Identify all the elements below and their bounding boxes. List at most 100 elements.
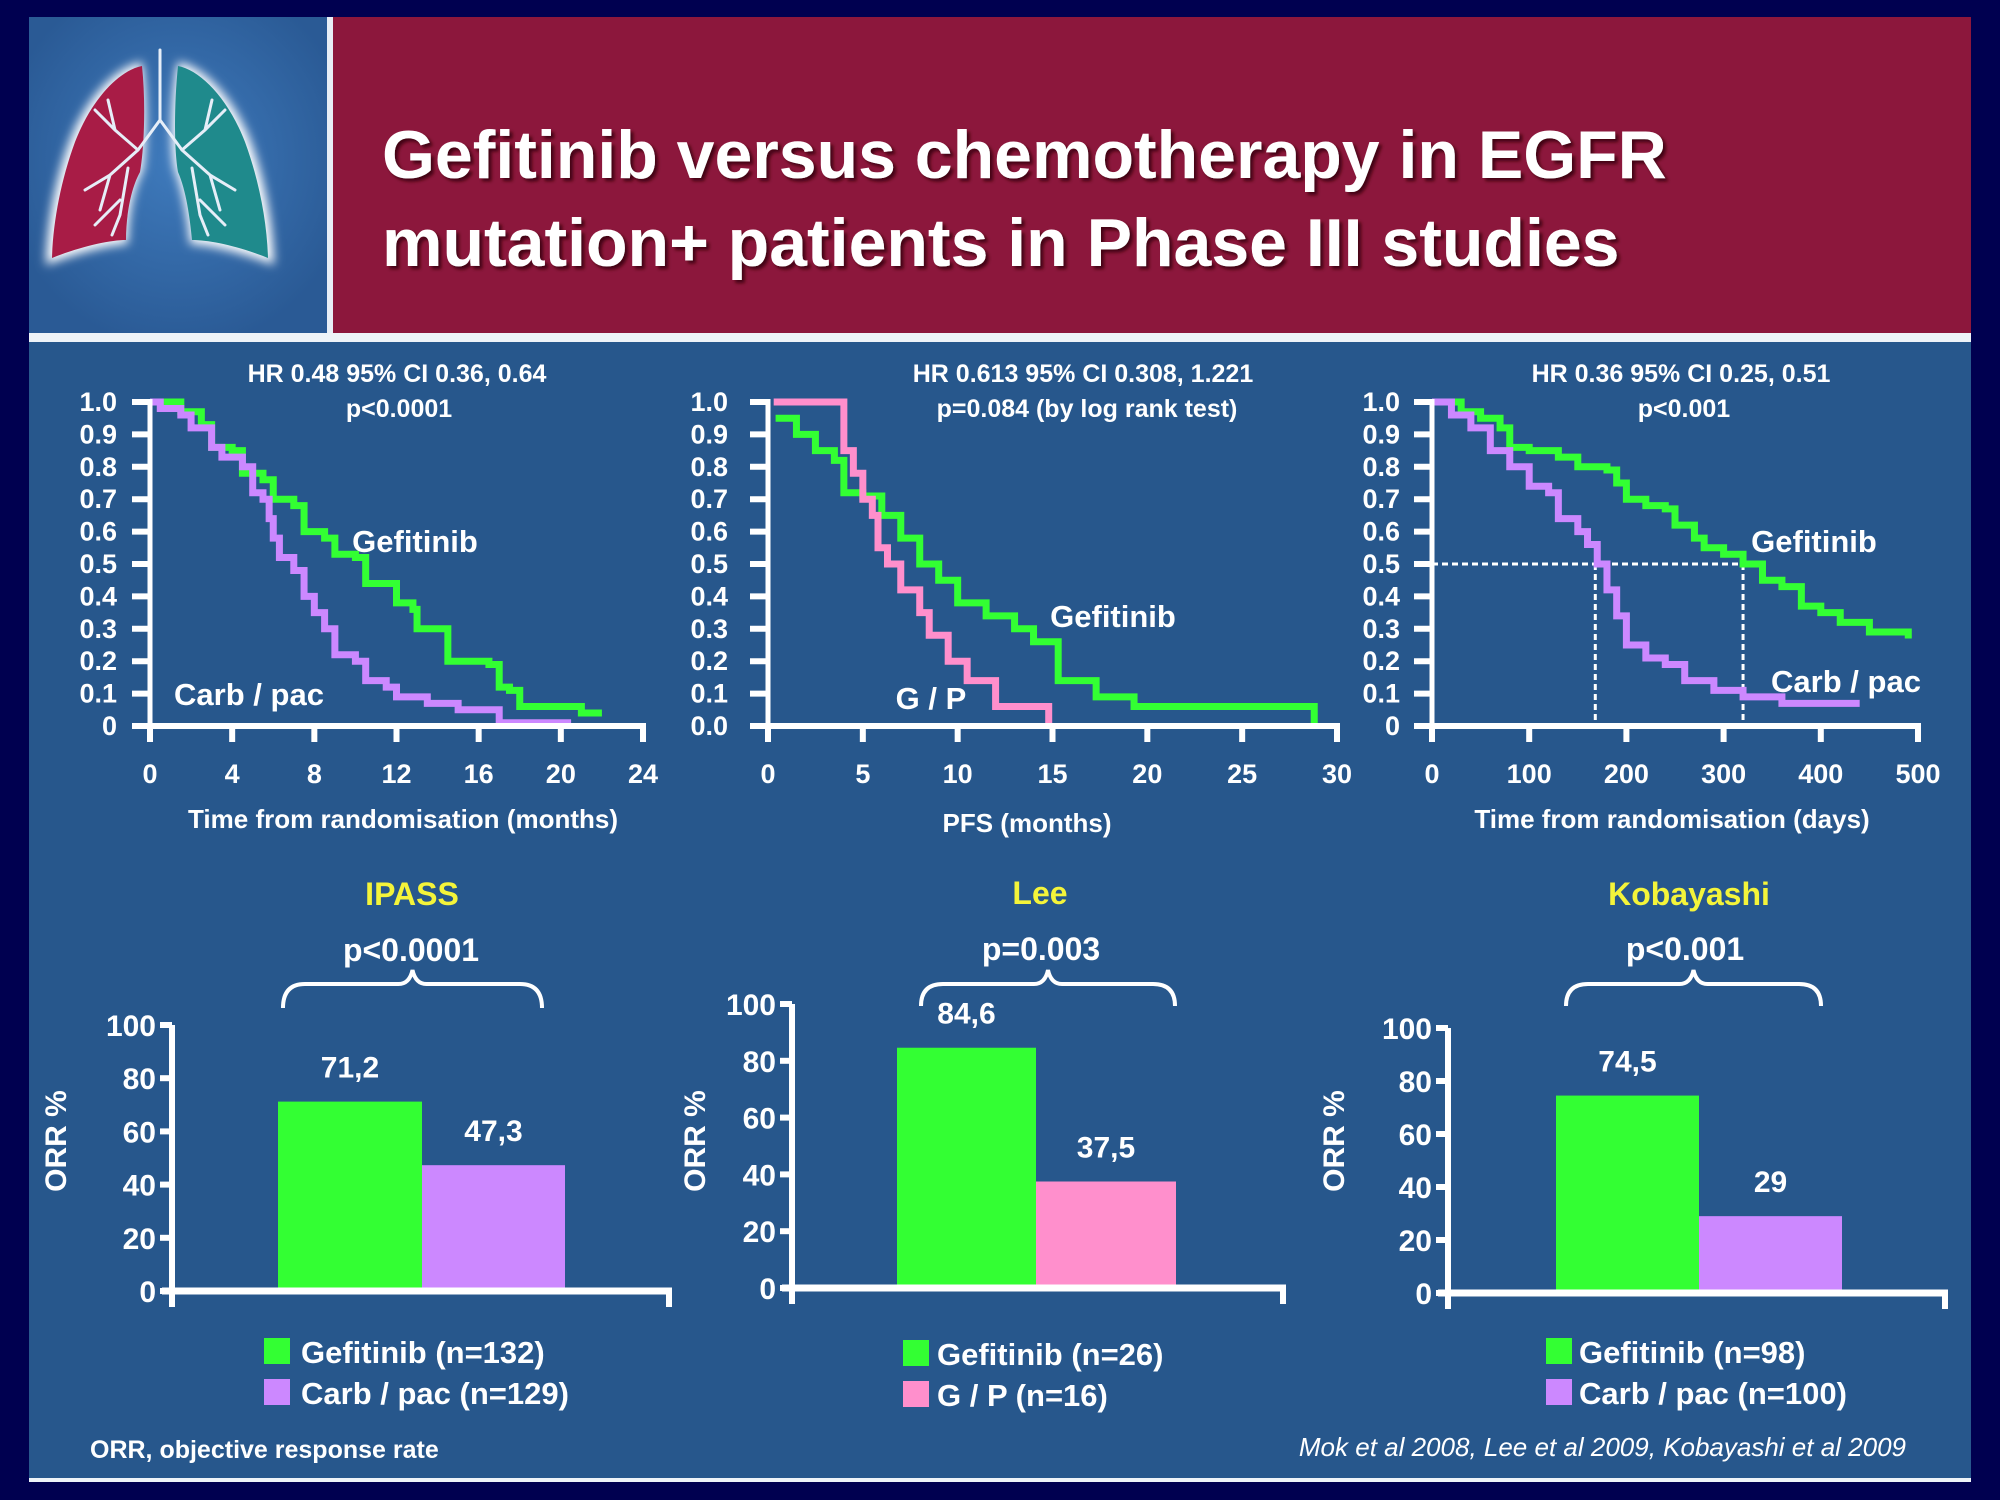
y-tick-label: 0.6 [1362,517,1400,547]
x-tick-label: 300 [1701,759,1746,789]
y-tick-label: 0.3 [690,614,728,644]
y-tick-label: 100 [726,989,776,1022]
km-curve-gp [773,398,1053,726]
x-axis-title: Time from randomisation (days) [1474,804,1869,834]
p-value-annotation: p<0.0001 [346,395,452,423]
y-tick-label: 0.5 [79,549,117,579]
y-tick-label: 0 [759,1273,776,1306]
y-tick-label: 60 [123,1116,156,1149]
bar [278,1101,422,1291]
bar [1556,1095,1699,1293]
orr-bar-chart-lee: Lee p=0.003 84,6 37,5 0 20 40 60 80 100 ORR % Gefit… [679,875,1286,1413]
orr-bar-chart-kobayashi: Kobayashi p<0.001 74,5 29 0 20 40 60 80 100 ORR % G… [1318,876,1948,1411]
significance-brace [1564,969,1823,1007]
legend-swatch [264,1338,290,1364]
lungs-icon [46,48,274,265]
x-tick-label: 0 [1424,759,1439,789]
x-tick-label: 20 [546,759,576,789]
y-tick-label: 0 [1385,711,1400,741]
p-value-annotation: p=0.084 (by log rank test) [937,395,1238,423]
bottom-rule [29,1478,1971,1482]
legend-label: Carb / pac (n=100) [1579,1376,1847,1411]
bar-value-label: 71,2 [321,1052,379,1085]
km-curve-gefitinib [150,398,602,717]
slide-title-line1: Gefitinib versus chemotherapy in EGFR [382,117,1667,193]
series-label: Gefitinib [1751,524,1877,559]
legend-label: Gefitinib (n=132) [301,1335,545,1370]
y-tick-label: 0.6 [79,517,117,547]
y-tick-label: 1.0 [690,387,728,417]
y-tick-label: 1.0 [1362,387,1400,417]
logo-panel [29,17,327,333]
y-tick-label: 0.9 [690,419,728,449]
y-tick-label: 60 [743,1103,776,1136]
y-tick-label: 0.2 [79,646,117,676]
x-tick-label: 25 [1227,759,1257,789]
x-tick-label: 15 [1037,759,1067,789]
logo-divider [327,17,333,333]
y-tick-label: 0.8 [1362,452,1400,482]
y-tick-label: 0.1 [79,679,117,709]
y-tick-label: 0.4 [79,581,117,611]
km-chart-3: HR 0.36 95% CI 0.25, 0.51 p<0.001 Gefitini… [1362,360,1940,834]
bar-value-label: 47,3 [464,1115,522,1148]
y-tick-label: 20 [743,1216,776,1249]
x-tick-label: 0 [760,759,775,789]
footnote: ORR, objective response rate [90,1436,439,1464]
y-tick-label: 0 [102,711,117,741]
y-tick-label: 0.7 [690,484,728,514]
y-tick-label: 0 [1415,1278,1432,1311]
km-chart-1: HR 0.48 95% CI 0.36, 0.64 p<0.0001 Gefitin… [79,360,658,834]
x-tick-label: 20 [1132,759,1162,789]
bar [1036,1181,1176,1288]
x-tick-label: 8 [307,759,322,789]
y-tick-label: 0.9 [79,419,117,449]
bar-value-label: 29 [1754,1166,1787,1199]
km-curve-carbpac [150,398,572,727]
legend-label: Carb / pac (n=129) [301,1376,569,1411]
legend-swatch [903,1340,929,1366]
y-tick-label: 0.1 [690,679,728,709]
x-tick-label: 100 [1507,759,1552,789]
y-tick-label: 40 [743,1159,776,1192]
x-tick-label: 400 [1798,759,1843,789]
hr-annotation: HR 0.613 95% CI 0.308, 1.221 [913,360,1254,388]
x-tick-label: 24 [628,759,658,789]
y-tick-label: 0.5 [1362,549,1400,579]
y-tick-label: 0.9 [1362,419,1400,449]
x-tick-label: 200 [1604,759,1649,789]
y-tick-label: 0.2 [1362,646,1400,676]
x-tick-label: 30 [1322,759,1352,789]
x-tick-label: 12 [381,759,411,789]
km-curve-gefitinib [775,414,1318,726]
legend-swatch [1546,1379,1572,1405]
y-tick-label: 1.0 [79,387,117,417]
y-tick-label: 0.7 [1362,484,1400,514]
p-value: p<0.0001 [343,932,479,968]
significance-brace [281,969,544,1009]
y-tick-label: 40 [1399,1172,1432,1205]
y-axis-title: ORR % [40,1090,73,1192]
km-curve-carbpac [1432,398,1860,707]
series-label: Carb / pac [1771,664,1921,699]
citation: Mok et al 2008, Lee et al 2009, Kobayash… [1299,1432,1906,1462]
legend-swatch [1546,1338,1572,1364]
slide-title-line2: mutation+ patients in Phase III studies [382,205,1619,281]
header-bar [333,17,1971,333]
y-tick-label: 20 [123,1223,156,1256]
hr-annotation: HR 0.48 95% CI 0.36, 0.64 [248,360,547,388]
y-tick-label: 100 [106,1010,156,1043]
x-tick-label: 10 [943,759,973,789]
legend-label: G / P (n=16) [937,1378,1108,1413]
y-axis-title: ORR % [679,1090,712,1192]
legend-swatch [264,1379,290,1405]
bar-value-label: 84,6 [937,998,995,1031]
y-tick-label: 0.4 [690,581,728,611]
y-tick-label: 60 [1399,1119,1432,1152]
bar-value-label: 74,5 [1598,1046,1656,1079]
p-value-annotation: p<0.001 [1638,395,1731,423]
series-label: Gefitinib [1050,599,1176,634]
y-tick-label: 0.7 [79,484,117,514]
p-value: p=0.003 [982,931,1100,967]
